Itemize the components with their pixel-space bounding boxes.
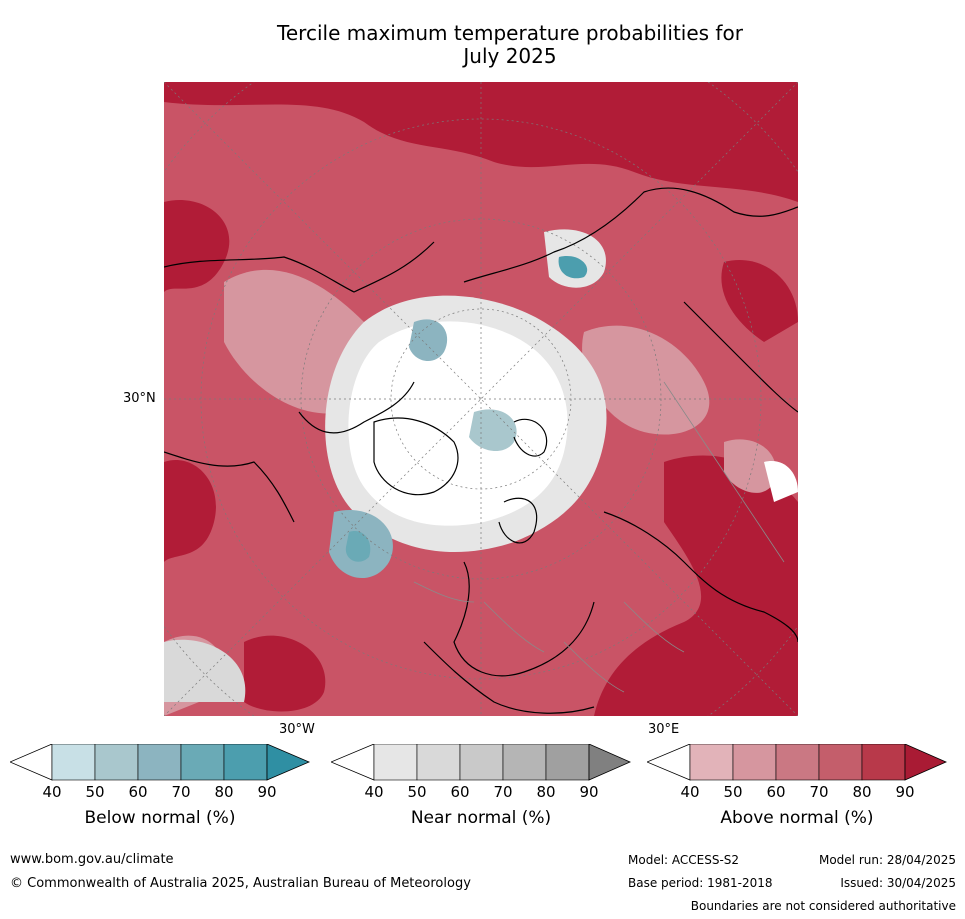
- colorbar-near-tick-70: 70: [493, 783, 513, 801]
- colorbar-below-normal-swatches: [10, 744, 310, 781]
- footer-copyright: © Commonwealth of Australia 2025, Austra…: [10, 876, 471, 891]
- colorbar-below-tick-40: 40: [42, 783, 62, 801]
- colorbar-near-normal-swatches: [331, 744, 631, 781]
- colorbar-below-normal-min-arrow: [10, 744, 53, 781]
- colorbar-near-tick-40: 40: [364, 783, 384, 801]
- chart-title-line2: July 2025: [463, 44, 557, 68]
- footer-base-period: Base period: 1981-2018: [628, 876, 773, 890]
- colorbar-above-normal-min-arrow: [647, 744, 691, 781]
- longitude-label-west: 30°W: [279, 722, 315, 737]
- colorbar-below-tick-70: 70: [171, 783, 191, 801]
- colorbar-near-normal-bin-2: [416, 744, 461, 781]
- footer-url: www.bom.gov.au/climate: [10, 852, 174, 867]
- colorbar-near-normal-max-arrow: [588, 744, 631, 781]
- colorbar-near-tick-50: 50: [407, 783, 427, 801]
- colorbar-below-tick-60: 60: [128, 783, 148, 801]
- colorbar-below-tick-80: 80: [214, 783, 234, 801]
- colorbar-below-normal-bin-5: [223, 744, 268, 781]
- colorbar-near-tick-60: 60: [450, 783, 470, 801]
- colorbar-above-normal-max-arrow: [904, 744, 947, 781]
- colorbar-below-normal-bin-4: [180, 744, 225, 781]
- colorbar-near-normal-bin-4: [502, 744, 547, 781]
- colorbar-below-title: Below normal (%): [84, 808, 236, 828]
- colorbar-near-normal-bin-3: [459, 744, 504, 781]
- latitude-label: 30°N: [123, 391, 156, 406]
- colorbar-above-normal-bin-1: [689, 744, 734, 781]
- colorbar-near-normal-bin-1: [373, 744, 418, 781]
- colorbar-near-normal: [331, 744, 631, 782]
- colorbar-near-normal-bin-5: [545, 744, 590, 781]
- colorbar-near-title: Near normal (%): [410, 808, 552, 828]
- colorbar-above-title: Above normal (%): [720, 808, 874, 828]
- chart-title-line1: Tercile maximum temperature probabilitie…: [277, 21, 743, 45]
- colorbar-above-tick-60: 60: [766, 783, 786, 801]
- colorbar-above-tick-40: 40: [680, 783, 700, 801]
- colorbar-above-tick-90: 90: [895, 783, 915, 801]
- colorbar-below-normal-bin-3: [137, 744, 182, 781]
- footer-issued: Issued: 30/04/2025: [840, 876, 956, 890]
- colorbar-near-tick-90: 90: [579, 783, 599, 801]
- colorbar-above-normal-bin-4: [818, 744, 863, 781]
- colorbar-below-normal: [10, 744, 310, 782]
- coastlines: [164, 187, 798, 714]
- colorbar-below-normal-max-arrow: [266, 744, 310, 781]
- colorbar-near-tick-80: 80: [536, 783, 556, 801]
- colorbar-near-normal-min-arrow: [331, 744, 375, 781]
- below-normal-regions: [329, 256, 588, 579]
- colorbar-above-tick-70: 70: [809, 783, 829, 801]
- colorbar-below-tick-50: 50: [85, 783, 105, 801]
- colorbar-above-normal: [647, 744, 947, 782]
- footer-model: Model: ACCESS-S2: [628, 853, 740, 867]
- colorbar-above-normal-bin-5: [861, 744, 906, 781]
- probability-map: [164, 82, 798, 716]
- graticule: [164, 82, 798, 716]
- footer-disclaimer: Boundaries are not considered authoritat…: [690, 899, 956, 913]
- colorbar-above-normal-bin-3: [775, 744, 820, 781]
- colorbar-above-tick-80: 80: [852, 783, 872, 801]
- longitude-label-east: 30°E: [648, 722, 680, 737]
- colorbar-below-tick-90: 90: [257, 783, 277, 801]
- colorbar-above-tick-50: 50: [723, 783, 743, 801]
- colorbar-above-normal-bin-2: [732, 744, 777, 781]
- country-borders: [413, 381, 785, 693]
- colorbar-below-normal-bin-1: [51, 744, 96, 781]
- footer-model-run: Model run: 28/04/2025: [818, 853, 956, 867]
- colorbar-below-normal-bin-2: [94, 744, 139, 781]
- colorbar-above-normal-swatches: [647, 744, 947, 781]
